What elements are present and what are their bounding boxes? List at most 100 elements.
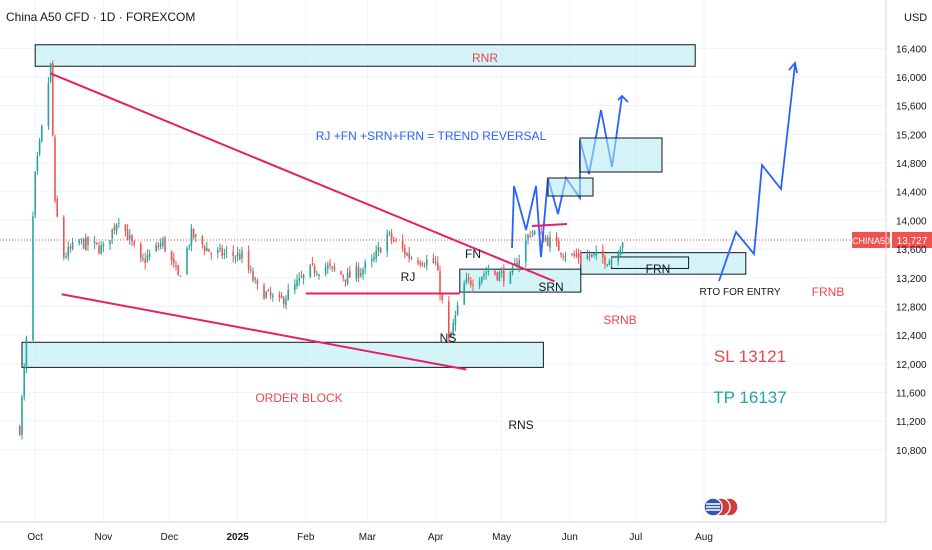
candles-layer [19, 60, 624, 440]
y-tick-label: 11,600 [896, 388, 926, 399]
candle-body [265, 291, 267, 298]
candle-body [96, 242, 98, 244]
candle-body [252, 271, 254, 281]
us-flag-events-icon[interactable] [703, 496, 739, 518]
zone-label-frnb: FRNB [812, 285, 845, 299]
candle-body [21, 396, 23, 435]
candle-body [285, 299, 287, 306]
candle-body [560, 252, 562, 255]
candle-body [129, 235, 131, 239]
candle-body [346, 272, 349, 284]
candle-body [69, 246, 72, 249]
candle-body [38, 140, 41, 155]
candle-body [82, 239, 85, 249]
candle-body [595, 251, 597, 256]
candle-body [173, 258, 175, 264]
y-tick-label: 14,400 [896, 188, 927, 199]
candle-body [67, 246, 69, 257]
price-tag: 13,727 [897, 236, 928, 247]
candle-body [318, 274, 320, 276]
candle-body [617, 253, 619, 262]
candle-body [527, 234, 529, 239]
price-axis: 10,800 11,200 11,600 12,000 12,400 12,800 13,2… [885, 0, 927, 522]
time-axis: Oct Nov Dec 2025 Feb Mar Apr May Jun Jul Aug [0, 521, 886, 543]
candle-body [349, 271, 351, 278]
formula-annotation: RJ +FN +SRN+FRN = TREND REVERSAL [316, 129, 547, 143]
candle-body [377, 247, 380, 251]
candle-body [580, 256, 582, 260]
candle-body [98, 245, 100, 254]
candle-body [390, 232, 393, 240]
pattern-label-fn: FN [465, 247, 481, 261]
candle-body [531, 232, 534, 234]
trendline [61, 293, 467, 371]
candle-body [478, 281, 481, 287]
candle-body [175, 265, 177, 267]
candle-body [503, 270, 505, 282]
candle-body [234, 257, 237, 259]
y-tick-label: 16,000 [896, 73, 927, 84]
candle-body [456, 305, 459, 315]
candle-body [148, 252, 151, 257]
pattern-label-rj: RJ [401, 270, 416, 284]
candle-body [146, 255, 149, 262]
candle-body [500, 271, 503, 273]
candle-body [577, 253, 580, 259]
symbol-title[interactable]: China A50 CFD · 1D · FOREXCOM [6, 10, 196, 24]
candle-body [113, 226, 116, 231]
candle-body [511, 266, 514, 273]
candle-body [472, 284, 474, 286]
pattern-label-rns: RNS [508, 418, 533, 432]
symbol-tag: CHINA50 [852, 236, 890, 246]
x-tick-label: Jul [629, 532, 642, 543]
y-tick-label: 14,800 [896, 159, 927, 170]
candle-body [159, 243, 162, 247]
candle-body [423, 265, 426, 267]
y-tick-label: 12,400 [896, 331, 927, 342]
candle-body [47, 83, 50, 127]
y-tick-label: 12,000 [896, 360, 927, 371]
candle-body [203, 246, 206, 251]
candle-body [498, 272, 501, 281]
candle-body [509, 271, 512, 284]
candle-body [533, 231, 536, 235]
candle-body [34, 171, 36, 215]
candle-body [549, 237, 551, 248]
zones-layer [21, 44, 747, 368]
projection-path-2 [718, 64, 796, 282]
candle-body [364, 262, 366, 269]
candle-body [100, 245, 102, 254]
candle-body [441, 294, 443, 300]
candle-body [78, 240, 80, 244]
candle-body [439, 271, 441, 295]
price-tag-bg [892, 231, 932, 248]
candle-body [102, 244, 105, 247]
zone-order-block [21, 341, 544, 368]
candle-body [604, 256, 606, 265]
candle-body [419, 262, 421, 265]
candle-body [296, 280, 298, 286]
candle-body [373, 256, 375, 261]
candle-body [36, 156, 39, 172]
trendline [50, 72, 555, 283]
candle-body [239, 254, 241, 260]
projection-level [531, 223, 568, 227]
candle-body [375, 250, 377, 259]
candle-body [56, 198, 58, 217]
candle-body [298, 277, 300, 281]
candle-body [144, 259, 146, 264]
candle-body [547, 237, 549, 246]
candle-body [140, 244, 142, 259]
candle-body [287, 289, 289, 301]
candle-body [250, 269, 252, 271]
candle-body [454, 315, 457, 325]
candle-body [263, 285, 265, 300]
candle-body [155, 244, 157, 252]
candle-body [529, 235, 531, 237]
candle-body [63, 217, 65, 258]
candle-body [302, 274, 305, 279]
candle-body [327, 265, 329, 268]
candle-body [32, 216, 34, 341]
candle-body [525, 239, 527, 262]
